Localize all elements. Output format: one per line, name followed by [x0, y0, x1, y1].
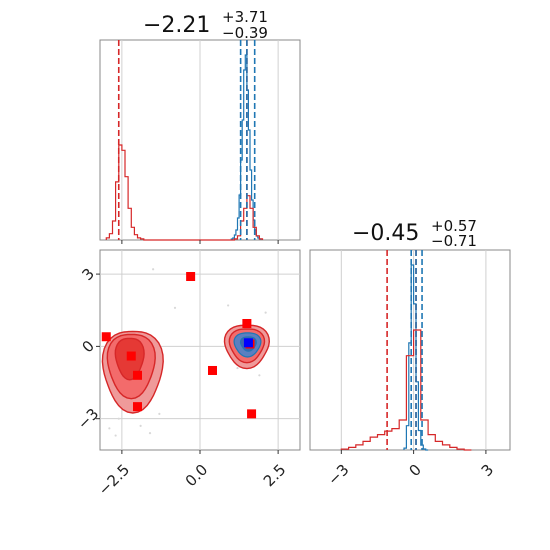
hist-p1-blue-series	[403, 264, 429, 451]
hist-p1-red-series	[340, 329, 472, 451]
faint-point-7	[173, 306, 177, 309]
tick-label-2d-y-0: −3	[74, 405, 102, 433]
faint-point-11	[227, 304, 230, 307]
red-square-1	[126, 351, 136, 361]
red-square-5	[208, 365, 217, 375]
faint-point-0	[108, 427, 111, 430]
tick-label-2d-y-1: 0	[78, 337, 97, 356]
faint-point-5	[158, 412, 161, 415]
red-square-4	[186, 272, 196, 282]
tick-label-right-x-1: 0	[405, 461, 424, 480]
red-square-0	[101, 332, 111, 342]
title-param-0-minus: −0.39	[222, 24, 268, 42]
density-2d-panel	[99, 249, 301, 451]
tick-label-right-x-2: 3	[478, 461, 497, 480]
faint-point-4	[148, 432, 152, 435]
tick-label-2d-x-2: 2.5	[260, 461, 290, 491]
histogram-param-1-frame	[309, 249, 511, 451]
red-square-6	[242, 318, 252, 328]
title-param-0-plus: +3.71	[222, 8, 268, 26]
tick-label-2d-x-0: −2.5	[95, 461, 133, 499]
faint-point-1	[114, 434, 117, 437]
blue-square	[243, 338, 253, 348]
histogram-param-1	[309, 249, 511, 451]
hist-p0-red-series	[105, 144, 264, 241]
title-param-1-value: −0.45	[352, 221, 419, 246]
title-param-1-plus: +0.57	[431, 217, 477, 235]
tick-label-2d-y-2: 3	[78, 265, 97, 284]
title-param-0: −2.21 +3.71 −0.39	[143, 8, 268, 42]
title-param-1: −0.45 +0.57 −0.71	[352, 217, 477, 250]
faint-point-8	[236, 366, 239, 370]
faint-point-9	[258, 374, 261, 377]
tick-label-2d-x-1: 0.0	[182, 461, 212, 491]
tick-label-right-x-0: −3	[324, 461, 352, 489]
red-square-7	[247, 409, 257, 419]
histogram-param-0	[99, 39, 301, 241]
faint-point-10	[264, 311, 267, 314]
faint-point-3	[139, 424, 142, 428]
faint-point-2	[117, 417, 120, 420]
title-param-1-minus: −0.71	[431, 232, 477, 250]
red-square-3	[133, 402, 142, 412]
faint-point-6	[152, 268, 155, 271]
red-square-2	[133, 370, 142, 380]
title-param-0-value: −2.21	[143, 13, 210, 38]
